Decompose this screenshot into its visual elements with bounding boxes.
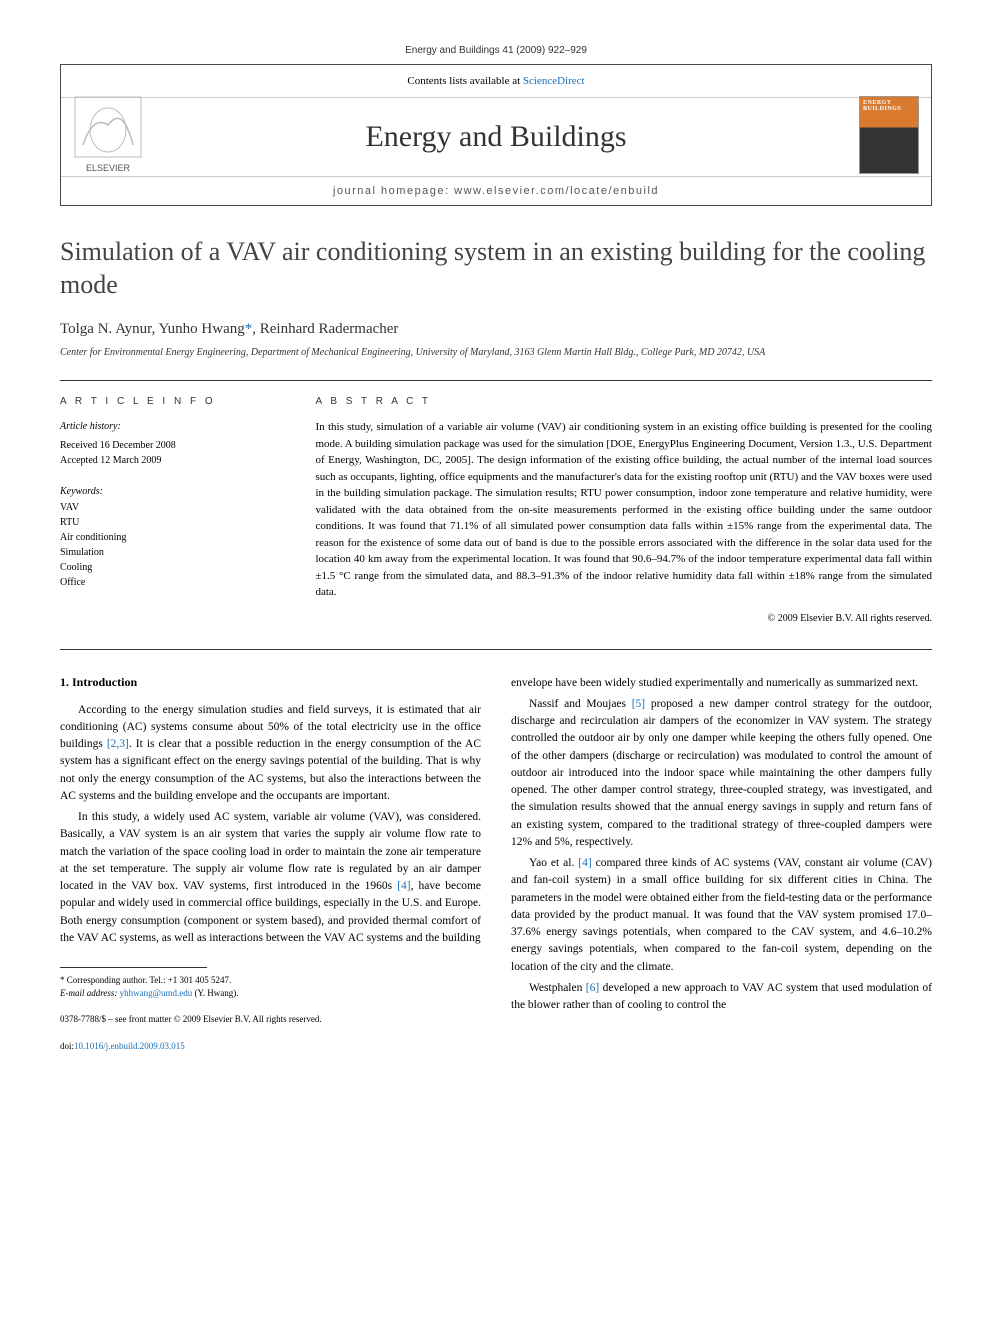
journal-title: Energy and Buildings [81, 120, 911, 154]
keyword: VAV [60, 500, 275, 515]
body-paragraph: According to the energy simulation studi… [60, 702, 481, 806]
author-names-1: Tolga N. Aynur, Yunho Hwang [60, 321, 245, 337]
keywords-label: Keywords: [60, 486, 275, 497]
body-paragraph: Nassif and Moujaes [5] proposed a new da… [511, 696, 932, 851]
body-paragraph: Yao et al. [4] compared three kinds of A… [511, 855, 932, 976]
abstract-text: In this study, simulation of a variable … [315, 419, 932, 601]
doi-link[interactable]: 10.1016/j.enbuild.2009.03.015 [74, 1041, 185, 1051]
abstract-head: A B S T R A C T [315, 396, 932, 407]
email-footnote: E-mail address: yhhwang@umd.edu (Y. Hwan… [60, 987, 481, 1000]
ref-link[interactable]: [6] [586, 982, 599, 994]
info-abstract-row: A R T I C L E I N F O Article history: R… [60, 380, 932, 639]
history-label: Article history: [60, 419, 275, 434]
keyword: Cooling [60, 560, 275, 575]
email-label: E-mail address: [60, 988, 120, 998]
issn-line: 0378-7788/$ – see front matter © 2009 El… [60, 1013, 481, 1026]
journal-homepage: journal homepage: www.elsevier.com/locat… [61, 176, 931, 205]
keyword: Air conditioning [60, 530, 275, 545]
received-date: Received 16 December 2008 [60, 438, 275, 453]
running-head: Energy and Buildings 41 (2009) 922–929 [60, 45, 932, 56]
doi-line: doi:10.1016/j.enbuild.2009.03.015 [60, 1040, 481, 1053]
article-info-column: A R T I C L E I N F O Article history: R… [60, 380, 295, 639]
ref-link[interactable]: [4] [397, 880, 410, 892]
footnote-separator [60, 967, 207, 968]
keyword: RTU [60, 515, 275, 530]
right-column: envelope have been widely studied experi… [511, 675, 932, 1053]
ref-link[interactable]: [4] [578, 857, 591, 869]
article-title: Simulation of a VAV air conditioning sys… [60, 236, 932, 301]
masthead: ELSEVIER ENERGY BUILDINGS Contents lists… [60, 64, 932, 206]
author-list: Tolga N. Aynur, Yunho Hwang*, Reinhard R… [60, 321, 932, 338]
keyword: Office [60, 575, 275, 590]
page-root: Energy and Buildings 41 (2009) 922–929 E… [0, 0, 992, 1097]
email-link[interactable]: yhhwang@umd.edu [120, 988, 193, 998]
left-column: 1. Introduction According to the energy … [60, 675, 481, 1053]
keyword: Simulation [60, 545, 275, 560]
section-divider [60, 649, 932, 650]
section-heading: 1. Introduction [60, 675, 481, 690]
article-info-head: A R T I C L E I N F O [60, 396, 275, 407]
accepted-date: Accepted 12 March 2009 [60, 453, 275, 468]
ref-link[interactable]: [2,3] [107, 738, 129, 750]
author-names-2: , Reinhard Radermacher [252, 321, 398, 337]
contents-text: Contents lists available at [407, 75, 522, 87]
body-paragraph: Westphalen [6] developed a new approach … [511, 980, 932, 1015]
abstract-column: A B S T R A C T In this study, simulatio… [295, 380, 932, 639]
affiliation: Center for Environmental Energy Engineer… [60, 346, 932, 360]
abstract-copyright: © 2009 Elsevier B.V. All rights reserved… [315, 613, 932, 624]
body-columns: 1. Introduction According to the energy … [60, 675, 932, 1053]
body-paragraph: envelope have been widely studied experi… [511, 675, 932, 692]
sciencedirect-link[interactable]: ScienceDirect [523, 75, 585, 87]
contents-list-line: Contents lists available at ScienceDirec… [61, 65, 931, 98]
doi-label: doi: [60, 1041, 74, 1051]
ref-link[interactable]: [5] [632, 698, 645, 710]
body-paragraph: In this study, a widely used AC system, … [60, 809, 481, 947]
email-who: (Y. Hwang). [192, 988, 238, 998]
corresponding-footnote: * Corresponding author. Tel.: +1 301 405… [60, 974, 481, 987]
